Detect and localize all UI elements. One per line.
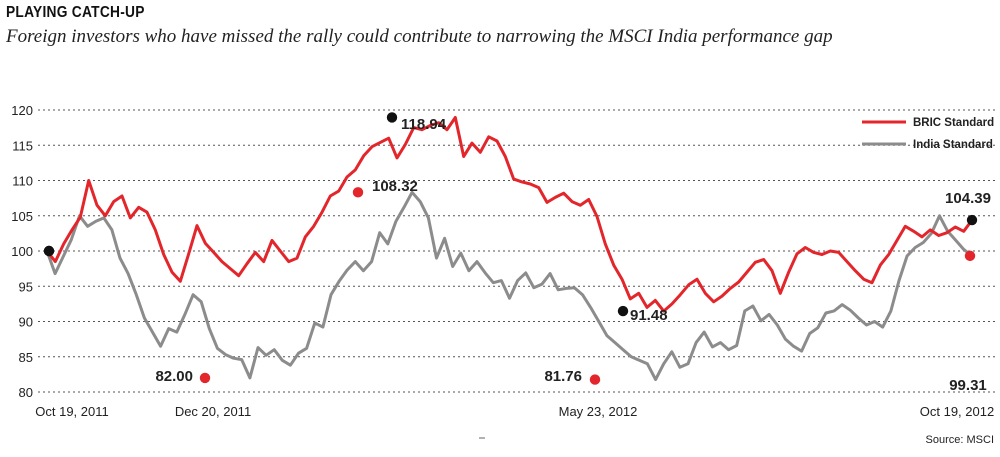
y-tick-label: 85 xyxy=(19,350,33,365)
data-label: 108.32 xyxy=(372,178,418,195)
y-tick-label: 95 xyxy=(19,279,33,294)
y-tick-label: 90 xyxy=(19,315,33,330)
data-label: 82.00 xyxy=(155,368,193,385)
chart-subtitle: Foreign investors who have missed the ra… xyxy=(6,26,833,47)
data-label: 91.48 xyxy=(630,307,668,324)
series-line-india xyxy=(45,190,974,382)
x-tick-label: Oct 19, 2011 xyxy=(35,404,108,419)
data-marker xyxy=(617,305,629,317)
data-marker xyxy=(966,214,978,226)
data-label: 99.31 xyxy=(949,377,987,394)
series-line-bric xyxy=(45,116,974,313)
data-label: 118.94 xyxy=(401,116,447,133)
data-marker xyxy=(386,112,398,123)
legend-label-bric: BRIC Standard xyxy=(913,117,994,129)
data-marker xyxy=(589,374,601,385)
y-tick-label: 110 xyxy=(12,174,33,189)
y-tick-label: 105 xyxy=(11,209,33,224)
y-tick-label: 115 xyxy=(12,138,33,153)
x-tick-label: Dec 20, 2011 xyxy=(175,404,251,419)
legend-label-india: India Standard xyxy=(913,139,993,151)
data-label: 104.39 xyxy=(945,190,991,207)
data-marker xyxy=(199,372,211,384)
y-tick-label: 100 xyxy=(11,244,33,259)
data-label: 81.76 xyxy=(544,368,582,385)
data-marker xyxy=(964,250,976,262)
data-marker xyxy=(43,245,55,257)
y-tick-label: 120 xyxy=(11,103,33,118)
data-marker xyxy=(352,187,364,198)
y-tick-label: 80 xyxy=(19,385,33,400)
chart-title: PLAYING CATCH-UP xyxy=(6,4,145,21)
source-note: Source: MSCI xyxy=(925,434,994,446)
x-tick-label: May 23, 2012 xyxy=(559,404,638,419)
x-tick-label: Oct 19, 2012 xyxy=(920,404,994,419)
